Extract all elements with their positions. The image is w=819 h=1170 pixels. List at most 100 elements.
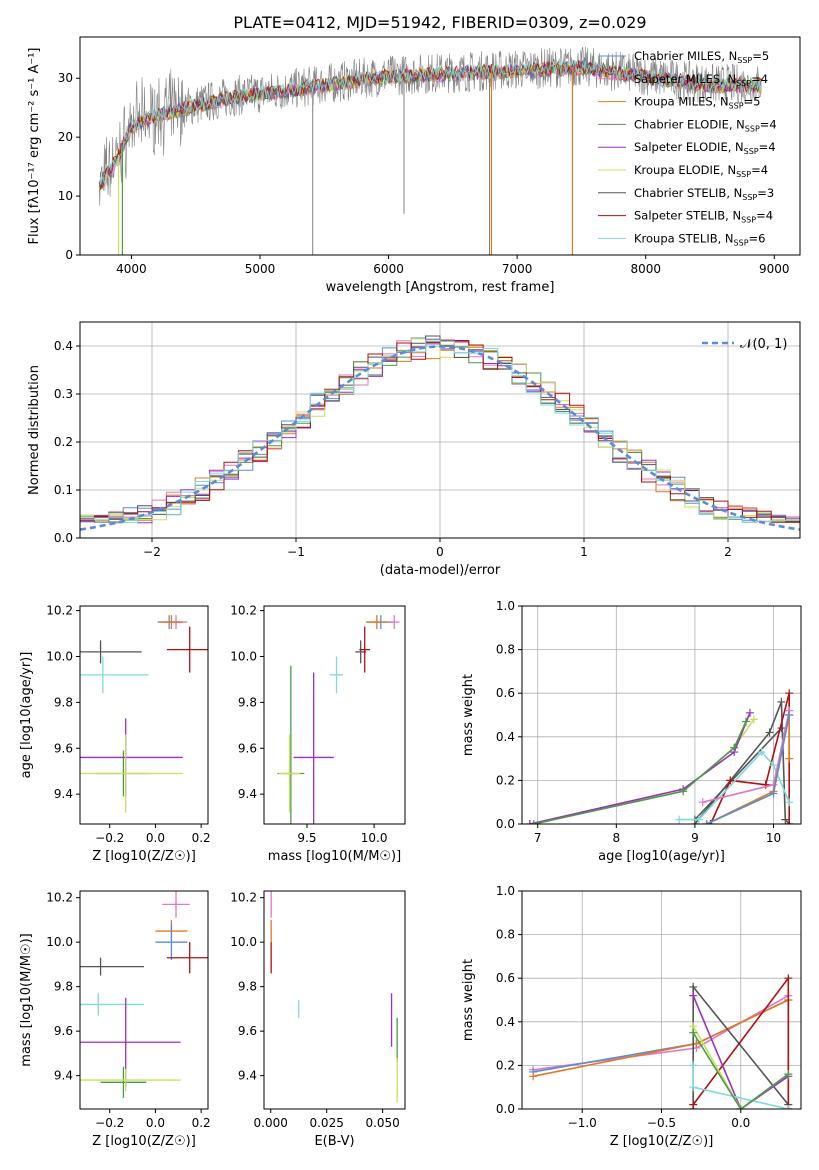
legend-label: Chabrier MILES, NSSP=5 xyxy=(634,49,769,65)
legend-label-suffix: =4 xyxy=(751,163,768,177)
legend-label: Salpeter ELODIE, NSSP=4 xyxy=(634,140,776,156)
x-tick-label: −2 xyxy=(143,545,161,559)
y-tick-label: 0.0 xyxy=(54,531,73,545)
weight-marker xyxy=(529,1072,538,1081)
weight-marker xyxy=(689,982,698,991)
legend-label: Chabrier ELODIE, NSSP=4 xyxy=(634,117,777,133)
axes-frame xyxy=(263,605,406,825)
y-tick-label: 10.0 xyxy=(230,935,257,949)
observed-spectrum xyxy=(99,46,762,206)
y-tick-label: 9.8 xyxy=(54,695,73,709)
x-tick-label: 0.025 xyxy=(309,1116,343,1130)
legend-label-suffix: =5 xyxy=(752,49,769,63)
legend-label-suffix: =4 xyxy=(756,209,773,223)
y-axis-label: age [log10(age/yr)] xyxy=(19,652,34,779)
y-tick-label: 0.3 xyxy=(54,387,73,401)
x-axis-label: mass [log10(M/M☉)] xyxy=(268,849,401,864)
x-tick-label: 0.0 xyxy=(731,1116,750,1130)
legend-label-suffix: =4 xyxy=(760,117,777,131)
plot-area-mass-vs-Z xyxy=(80,891,208,1098)
x-tick-label: 1 xyxy=(580,545,588,559)
panel-mass-vs-Z: −0.2 0.0 0.2 9.4 9.6 9.8 10.0 10.2 Z [log10(Z/Z☉… xyxy=(19,890,211,1149)
y-tick-label: 30 xyxy=(58,71,73,85)
weight-marker xyxy=(781,815,790,824)
y-tick-label: 0.8 xyxy=(496,928,515,942)
x-tick-label: 0.000 xyxy=(254,1116,288,1130)
y-axis-label: mass weight xyxy=(461,959,476,1041)
legend-label-sub: SSP xyxy=(734,238,749,247)
x-axis-label: wavelength [Angstrom, rest frame] xyxy=(326,280,555,295)
weight-marker xyxy=(769,789,778,798)
x-tick-label: 5000 xyxy=(245,262,276,276)
legend-label: Kroupa STELIB, NSSP=6 xyxy=(634,231,765,247)
weight-marker xyxy=(785,798,794,807)
y-tick-label: 0 xyxy=(65,248,73,262)
y-tick-label: 9.6 xyxy=(54,1024,73,1038)
weight-marker xyxy=(694,815,703,824)
x-axis-label: E(B-V) xyxy=(314,1134,354,1149)
panel-age-vs-Z: −0.2 0.0 0.2 9.4 9.6 9.8 10.0 10.2 Z [log10(Z/Z☉… xyxy=(19,604,211,864)
x-tick-label: −0.2 xyxy=(95,1116,124,1130)
x-tick-label: 7000 xyxy=(502,262,533,276)
plot-area-mass-vs-ebv xyxy=(270,891,398,1103)
y-tick-label: 0.8 xyxy=(496,643,515,657)
weight-marker xyxy=(679,787,688,796)
y-tick-label: 10.2 xyxy=(230,604,257,618)
axes-frame xyxy=(79,605,209,825)
axes-frame xyxy=(79,36,801,256)
weight-line xyxy=(692,1032,789,1109)
weight-marker xyxy=(525,820,534,824)
y-tick-label: 1.0 xyxy=(496,884,515,898)
weight-marker xyxy=(689,1100,698,1109)
legend-label-sub: SSP xyxy=(741,216,756,225)
y-tick-label: 0.1 xyxy=(54,483,73,497)
weight-line xyxy=(532,999,789,1073)
y-tick-label: 9.8 xyxy=(54,980,73,994)
axes-frame xyxy=(521,605,802,825)
y-tick-label: 10.0 xyxy=(46,935,73,949)
x-tick-label: 0.0 xyxy=(146,831,165,845)
y-tick-label: 9.8 xyxy=(238,980,257,994)
panel-spectrum: 4000 5000 6000 7000 8000 9000 0 10 20 30 Chabrier … xyxy=(27,36,801,295)
x-tick-label: 0.2 xyxy=(192,1116,211,1130)
legend-label-sub: SSP xyxy=(744,147,759,156)
legend-label-suffix: =6 xyxy=(749,231,766,245)
weight-marker xyxy=(730,743,739,752)
y-tick-label: 10.0 xyxy=(46,649,73,663)
figure-title: PLATE=0412, MJD=51942, FIBERID=0309, z=0… xyxy=(233,13,646,32)
y-tick-label: 0.6 xyxy=(496,971,515,985)
weight-line xyxy=(694,727,782,821)
legend-label: Salpeter MILES, NSSP=4 xyxy=(634,72,768,88)
x-tick-label: −0.2 xyxy=(95,831,124,845)
x-tick-label: 4000 xyxy=(116,262,147,276)
x-tick-label: 9 xyxy=(691,831,699,845)
x-tick-label: 0.0 xyxy=(146,1116,165,1130)
plot-area-age-vs-mass xyxy=(277,615,400,824)
weight-marker xyxy=(698,798,707,807)
weight-marker xyxy=(741,717,750,726)
x-tick-label: 8 xyxy=(612,831,620,845)
panel-weight-vs-Z: −1.0 −0.5 0.0 0.0 0.2 0.4 0.6 0.8 1.0 Z [log10(Z/… xyxy=(461,884,802,1149)
weight-marker xyxy=(749,715,758,724)
plot-area-spectrum xyxy=(98,46,762,255)
y-tick-label: 10 xyxy=(58,189,73,203)
axes-frame xyxy=(263,890,406,1110)
y-tick-label: 0.4 xyxy=(496,1015,515,1029)
y-tick-label: 9.4 xyxy=(54,1069,73,1083)
weight-marker xyxy=(785,754,794,763)
y-axis-label: mass weight xyxy=(461,674,476,756)
y-tick-label: 9.6 xyxy=(238,741,257,755)
legend-label-sub: SSP xyxy=(736,170,751,179)
y-tick-label: 9.8 xyxy=(238,695,257,709)
weight-line xyxy=(532,998,790,1109)
weight-marker xyxy=(675,815,684,824)
weight-marker xyxy=(757,748,766,757)
y-tick-label: 0.2 xyxy=(496,1058,515,1072)
legend-label-suffix: =3 xyxy=(757,186,774,200)
x-axis-label: age [log10(age/yr)] xyxy=(598,849,725,864)
weight-line xyxy=(679,750,790,821)
x-tick-label: 8000 xyxy=(630,262,661,276)
panel-weight-vs-age: 7 8 9 10 0.0 0.2 0.4 0.6 0.8 1.0 age [log10(age/yr… xyxy=(461,599,802,864)
axes-frame xyxy=(521,890,802,1110)
